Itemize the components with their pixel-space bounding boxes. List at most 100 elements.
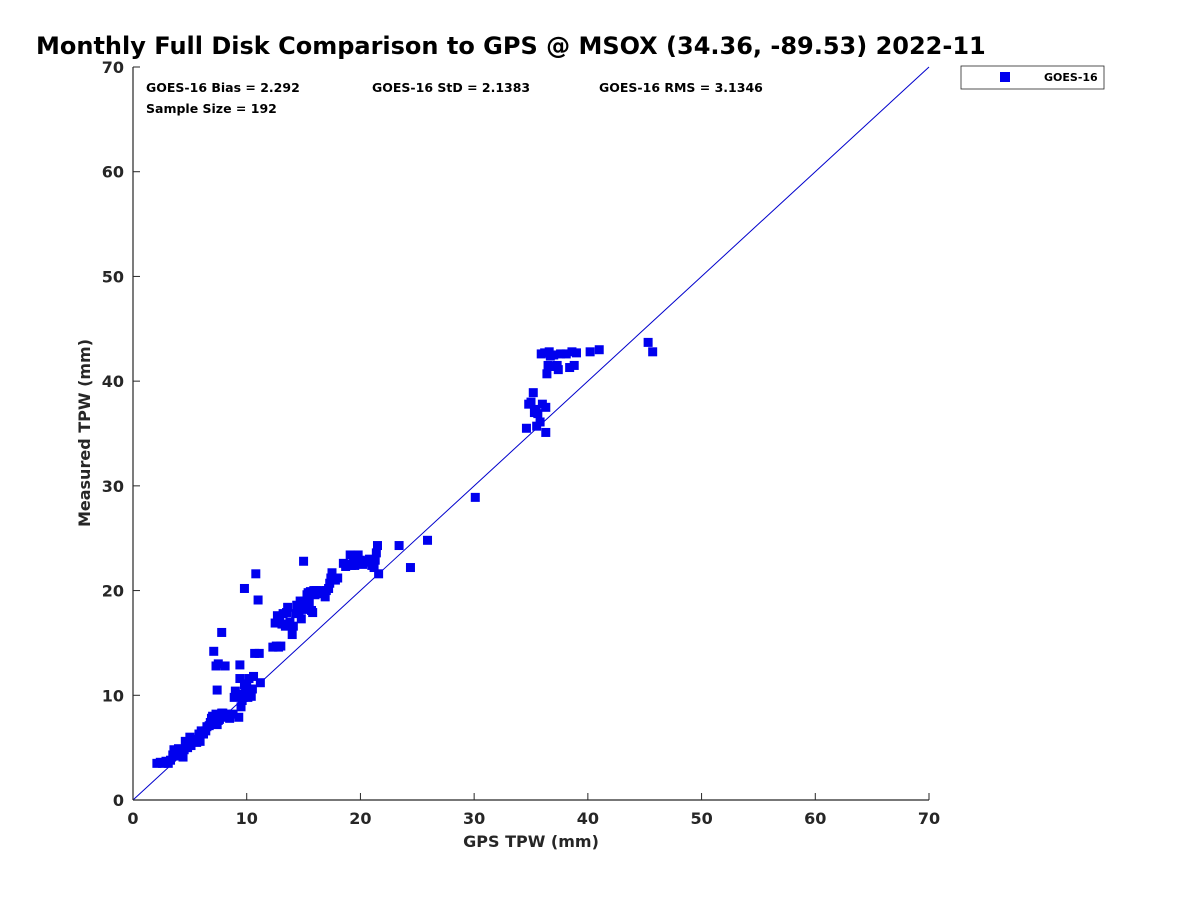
data-point: [549, 350, 559, 360]
data-point: [541, 402, 551, 412]
data-point: [186, 741, 196, 751]
data-point: [299, 556, 309, 566]
data-point: [209, 646, 219, 656]
data-point: [295, 596, 305, 606]
data-point: [350, 560, 360, 570]
x-tick-label: 40: [577, 809, 599, 828]
data-point: [325, 578, 335, 588]
data-point: [235, 660, 245, 670]
data-point: [251, 569, 261, 579]
sample-size-stat: Sample Size = 192: [146, 101, 277, 116]
data-point: [561, 349, 571, 359]
data-point: [370, 555, 380, 565]
data-point: [565, 363, 575, 373]
data-point: [280, 621, 290, 631]
y-tick-label: 40: [102, 372, 124, 391]
x-tick-label: 60: [804, 809, 826, 828]
data-point: [217, 627, 227, 637]
data-point: [244, 674, 254, 684]
data-point: [234, 712, 244, 722]
data-point: [242, 679, 252, 689]
data-point: [521, 423, 531, 433]
data-point: [535, 417, 545, 427]
data-point: [324, 583, 334, 593]
one-to-one-reference-line: [132, 66, 930, 801]
data-point: [246, 691, 256, 701]
data-point: [238, 692, 248, 702]
x-tick-label: 20: [349, 809, 371, 828]
data-point: [282, 608, 292, 618]
data-point: [249, 671, 259, 681]
y-tick-label: 30: [102, 477, 124, 496]
data-point: [255, 678, 265, 688]
axis-ticks: 0 10 20 30 40 50 60 70 0 10 20 30 40 50 60 70: [102, 58, 940, 828]
data-point: [371, 548, 381, 558]
data-point: [169, 745, 179, 755]
data-point: [372, 541, 382, 551]
x-tick-label: 0: [127, 809, 138, 828]
data-point: [233, 689, 243, 699]
data-point: [296, 614, 306, 624]
data-point: [594, 345, 604, 355]
data-point: [542, 369, 552, 379]
data-point: [553, 365, 563, 375]
x-tick-label: 70: [918, 809, 940, 828]
data-point: [526, 397, 536, 407]
y-tick-label: 0: [113, 791, 124, 810]
data-point: [220, 661, 230, 671]
data-point: [567, 347, 577, 357]
data-point: [405, 563, 415, 573]
data-point: [166, 755, 176, 765]
data-point: [239, 583, 249, 593]
y-tick-label: 70: [102, 58, 124, 77]
data-points: [152, 337, 658, 768]
legend-box: [960, 65, 1105, 90]
data-point: [541, 427, 551, 437]
std-stat: GOES-16 StD = 2.1383: [372, 80, 530, 95]
legend: GOES-16: [960, 65, 1105, 90]
data-point: [247, 684, 257, 694]
data-point: [250, 648, 260, 658]
data-point: [288, 621, 298, 631]
plot-area: 0 10 20 30 40 50 60 70 0 10 20 30 40 50 60 70: [102, 58, 940, 828]
x-axis-label: GPS TPW (mm): [463, 832, 599, 851]
data-point: [195, 736, 205, 746]
data-point: [540, 348, 550, 358]
y-axis-label: Measured TPW (mm): [75, 339, 94, 527]
data-point: [369, 563, 379, 573]
data-point: [470, 492, 480, 502]
data-point: [333, 573, 343, 583]
data-point: [241, 684, 251, 694]
chart-title: Monthly Full Disk Comparison to GPS @ MS…: [36, 32, 986, 60]
data-point: [394, 541, 404, 551]
x-tick-label: 10: [236, 809, 258, 828]
data-point: [253, 595, 263, 605]
y-tick-label: 50: [102, 267, 124, 286]
y-tick-label: 20: [102, 582, 124, 601]
data-point: [236, 702, 246, 712]
data-point: [254, 648, 264, 658]
legend-label-goes16: GOES-16: [1044, 71, 1098, 84]
data-point: [365, 554, 375, 564]
data-point: [276, 641, 286, 651]
data-point: [320, 592, 330, 602]
x-tick-label: 50: [690, 809, 712, 828]
y-tick-label: 10: [102, 686, 124, 705]
data-point: [571, 348, 581, 358]
data-point: [287, 630, 297, 640]
data-point: [533, 409, 543, 419]
data-point: [178, 752, 188, 762]
rms-stat: GOES-16 RMS = 3.1346: [599, 80, 763, 95]
data-point: [213, 659, 223, 669]
data-point: [235, 674, 245, 684]
data-point: [528, 388, 538, 398]
data-point: [546, 361, 556, 371]
data-point: [212, 685, 222, 695]
data-point: [353, 550, 363, 560]
data-point: [648, 347, 658, 357]
data-point: [326, 573, 336, 583]
data-point: [327, 568, 337, 578]
data-point: [585, 347, 595, 357]
